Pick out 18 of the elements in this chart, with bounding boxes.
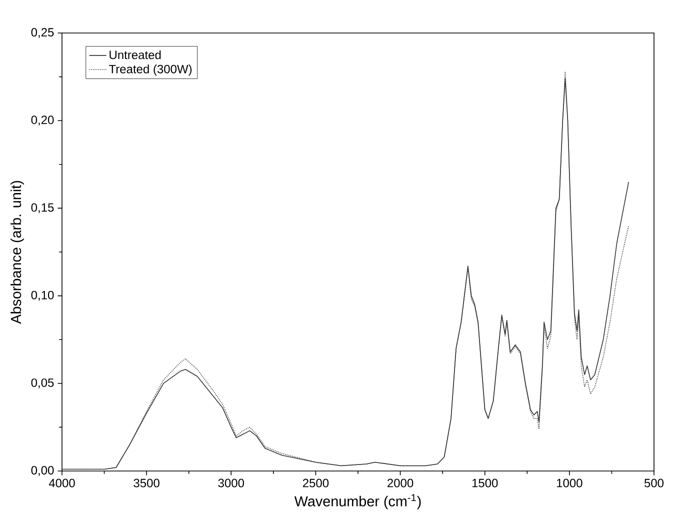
y-tick-label: 0,15 — [31, 203, 54, 214]
y-axis-title: Absorbance (arb. unit) — [10, 181, 24, 324]
legend-label: Treated (300W) — [109, 64, 192, 76]
y-tick-label: 0,00 — [31, 466, 54, 476]
y-tick-label: 0,20 — [31, 116, 54, 126]
legend-label: Untreated — [110, 50, 161, 60]
x-tick-label: 1500 — [472, 478, 498, 488]
x-tick-label: 3500 — [134, 478, 160, 488]
x-tick-label: 1000 — [556, 478, 582, 488]
x-tick-label: 2000 — [388, 478, 414, 488]
y-tick-label: 0,05 — [31, 378, 54, 388]
x-tick-label: 2500 — [302, 478, 329, 488]
y-tick-label: 0,25 — [31, 28, 54, 38]
y-tick-label: 0,10 — [31, 290, 54, 301]
x-tick-label: 500 — [644, 478, 664, 488]
x-axis-title: Wavenumber (cm$^{-1}$) — [294, 494, 421, 510]
x-tick-label: 3000 — [218, 478, 244, 488]
x-tick-label: 4000 — [48, 478, 75, 488]
